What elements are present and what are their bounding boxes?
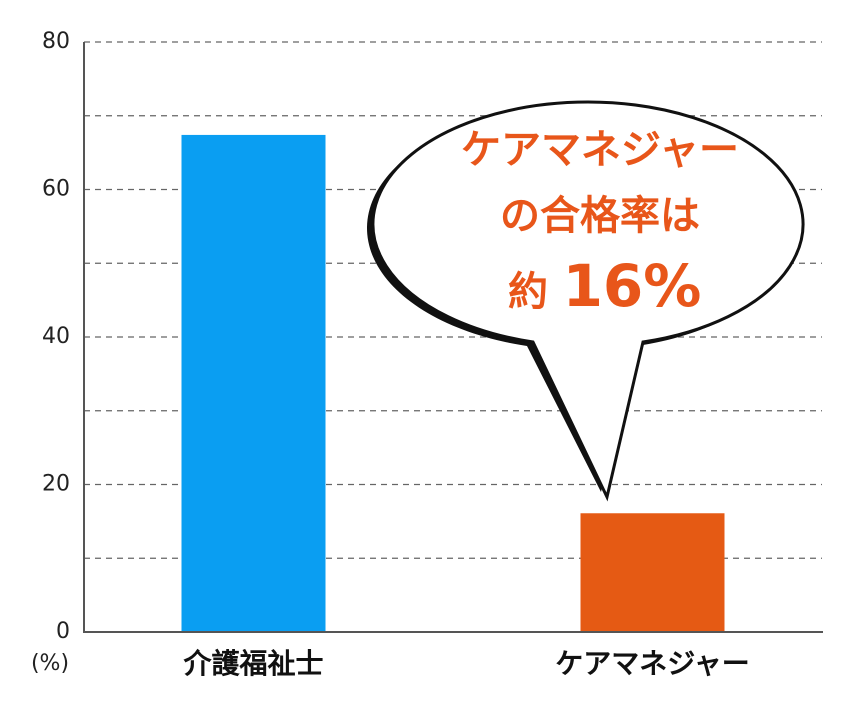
bar xyxy=(580,513,725,632)
callout-prefix: 約 xyxy=(508,269,548,315)
y-tick-label: 20 xyxy=(42,472,70,497)
callout-value: 16% xyxy=(563,252,702,320)
bar xyxy=(181,134,326,633)
callout-bubble xyxy=(371,100,805,502)
callout-line: の合格率は xyxy=(500,193,700,239)
bars xyxy=(181,134,725,633)
y-tick-label: 60 xyxy=(42,177,70,202)
callout-line: ケアマネジャー xyxy=(461,127,739,173)
callout: ケアマネジャー の合格率は 約 16% xyxy=(367,100,805,502)
y-unit: (%) xyxy=(31,651,69,676)
y-tick-label: 80 xyxy=(42,29,70,54)
y-tick-label: 0 xyxy=(56,619,70,644)
x-tick-label: ケアマネジャー xyxy=(555,647,750,680)
x-tick-label: 介護福祉士 xyxy=(182,647,323,680)
y-tick-label: 40 xyxy=(42,324,70,349)
